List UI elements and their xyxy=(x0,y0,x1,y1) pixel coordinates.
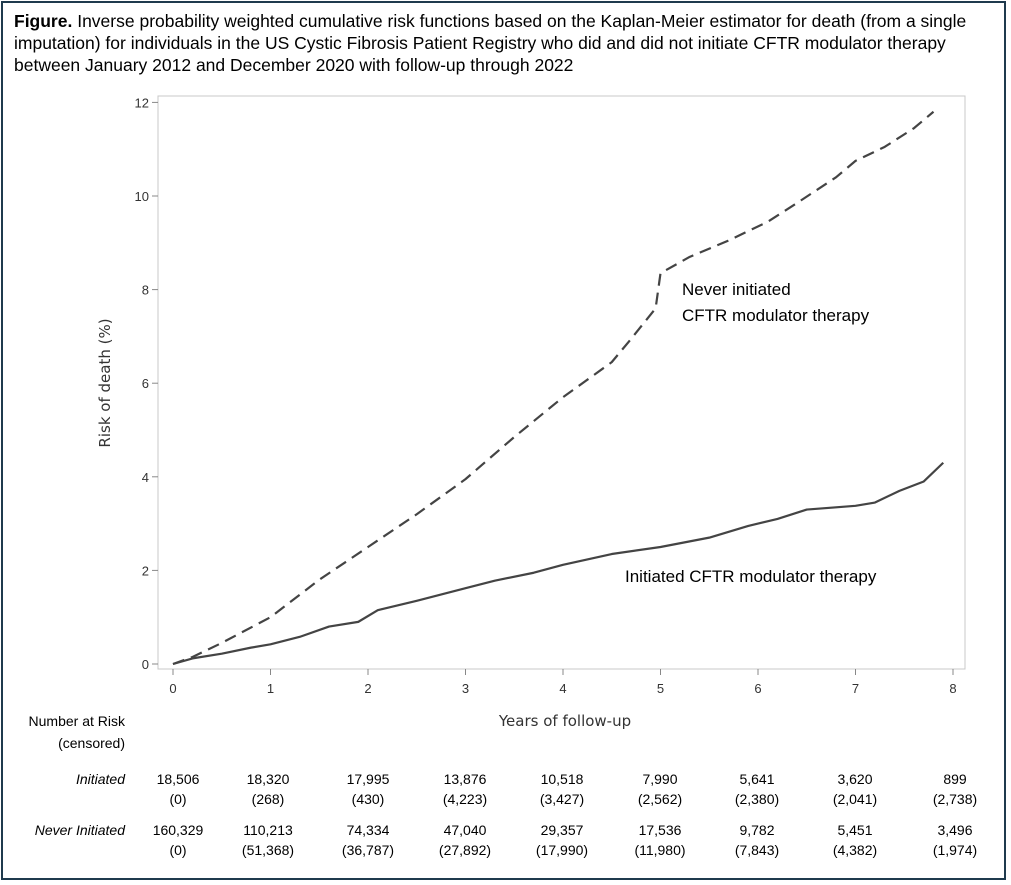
risk-censored-value: (51,368) xyxy=(242,842,294,858)
risk-censored-value: (4,223) xyxy=(443,791,487,807)
plot-area-frame xyxy=(157,95,966,670)
x-tick-label: 4 xyxy=(559,681,566,696)
series-group xyxy=(172,110,945,666)
risk-at-risk-value: 5,451 xyxy=(837,822,872,838)
y-axis-label: Risk of death (%) xyxy=(96,318,114,447)
x-tick-label: 3 xyxy=(462,681,469,696)
figure-caption: Figure. Inverse probability weighted cum… xyxy=(14,10,999,76)
risk-censored-value: (36,787) xyxy=(342,842,394,858)
caption-lead: Figure. xyxy=(14,11,73,31)
risk-at-risk-value: 160,329 xyxy=(153,822,204,838)
initiated-series-line xyxy=(172,461,945,666)
risk-censored-value: (17,990) xyxy=(536,842,588,858)
y-tick-label: 12 xyxy=(135,95,149,110)
risk-table: Number at Risk (censored) Initiated 18,50… xyxy=(29,713,978,858)
risk-at-risk-value: 18,320 xyxy=(247,771,290,787)
y-tick-label: 4 xyxy=(142,470,149,485)
y-tick-label: 10 xyxy=(135,189,149,204)
x-tick-label: 8 xyxy=(949,681,956,696)
never-initiated-label-line2: CFTR modulator therapy xyxy=(682,306,870,325)
risk-censored-value: (2,738) xyxy=(933,791,977,807)
risk-at-risk-value: 29,357 xyxy=(541,822,584,838)
risk-at-risk-value: 10,518 xyxy=(541,771,584,787)
risk-at-risk-value: 17,995 xyxy=(347,771,390,787)
risk-at-risk-value: 13,876 xyxy=(444,771,487,787)
risk-censored-value: (2,562) xyxy=(638,791,682,807)
risk-censored-value: (2,380) xyxy=(735,791,779,807)
risk-table-subheader: (censored) xyxy=(58,735,125,751)
risk-at-risk-value: 899 xyxy=(943,771,967,787)
risk-table-header: Number at Risk xyxy=(29,713,126,729)
x-tick-label: 6 xyxy=(754,681,761,696)
x-tick-label: 7 xyxy=(852,681,859,696)
y-tick-label: 0 xyxy=(142,657,149,672)
x-axis-label: Years of follow-up xyxy=(498,712,631,730)
risk-at-risk-value: 7,990 xyxy=(642,771,677,787)
risk-censored-value: (4,382) xyxy=(833,842,877,858)
risk-row-label: Never Initiated xyxy=(35,822,126,838)
risk-at-risk-value: 18,506 xyxy=(157,771,200,787)
risk-censored-value: (11,980) xyxy=(634,842,685,858)
y-axis: 0 2 4 6 8 10 12 xyxy=(135,95,158,672)
x-tick-label: 2 xyxy=(364,681,371,696)
risk-censored-value: (268) xyxy=(252,791,285,807)
risk-censored-value: (3,427) xyxy=(540,791,584,807)
risk-at-risk-value: 17,536 xyxy=(639,822,682,838)
caption-text: Inverse probability weighted cumulative … xyxy=(14,11,967,75)
risk-at-risk-value: 3,496 xyxy=(937,822,972,838)
risk-at-risk-value: 5,641 xyxy=(739,771,774,787)
risk-censored-value: (27,892) xyxy=(439,842,491,858)
risk-at-risk-value: 9,782 xyxy=(739,822,774,838)
never-initiated-label-line1: Never initiated xyxy=(682,280,791,299)
y-tick-label: 8 xyxy=(142,283,149,298)
initiated-label: Initiated CFTR modulator therapy xyxy=(625,567,877,586)
x-tick-label: 5 xyxy=(657,681,664,696)
risk-censored-value: (2,041) xyxy=(833,791,877,807)
risk-at-risk-value: 110,213 xyxy=(243,822,293,838)
risk-row-label: Initiated xyxy=(76,771,126,787)
risk-censored-value: (0) xyxy=(169,791,186,807)
risk-at-risk-value: 47,040 xyxy=(444,822,487,838)
x-tick-label: 0 xyxy=(169,681,176,696)
x-axis: 0 1 2 3 4 5 6 7 8 xyxy=(169,669,957,696)
risk-at-risk-value: 74,334 xyxy=(347,822,390,838)
risk-censored-value: (430) xyxy=(352,791,385,807)
risk-at-risk-value: 3,620 xyxy=(837,771,872,787)
x-tick-label: 1 xyxy=(267,681,274,696)
y-tick-label: 2 xyxy=(142,563,149,578)
risk-censored-value: (0) xyxy=(169,842,186,858)
risk-censored-value: (1,974) xyxy=(933,842,977,858)
risk-censored-value: (7,843) xyxy=(735,842,779,858)
y-tick-label: 6 xyxy=(142,376,149,391)
